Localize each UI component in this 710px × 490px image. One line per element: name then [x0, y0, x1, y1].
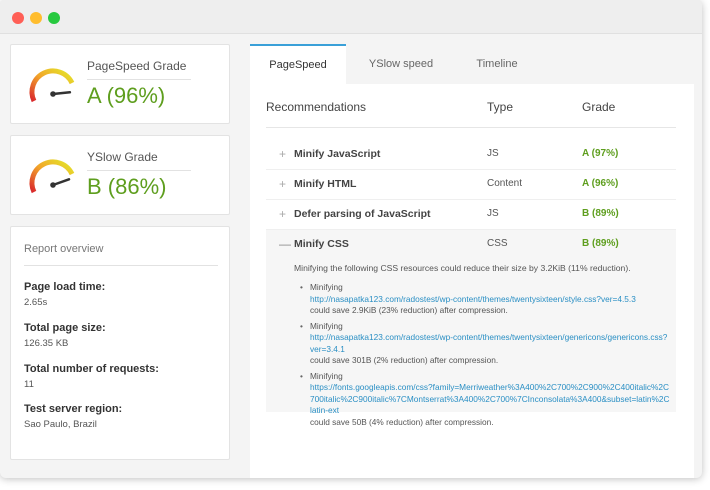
- recommendation-row-defer-parsing-javascript[interactable]: + Defer parsing of JavaScript JS B (89%): [266, 200, 676, 230]
- column-header-recommendations: Recommendations: [266, 100, 367, 114]
- overview-label: Test server region:: [24, 403, 123, 415]
- report-overview-title: Report overview: [24, 243, 104, 255]
- recommendation-grade: A (96%): [582, 178, 619, 189]
- recommendation-grade: B (89%): [582, 238, 619, 249]
- details-summary: Minifying the following CSS resources co…: [294, 263, 631, 273]
- recommendation-type: JS: [487, 208, 499, 219]
- yslow-gauge-icon: [29, 159, 75, 194]
- pagespeed-grade-card: PageSpeed Grade A (96%): [10, 44, 230, 124]
- resource-prefix: Minifying: [310, 320, 343, 331]
- total-page-size: Total page size: 126.35 KB: [24, 322, 106, 349]
- browser-window: PageSpeed Grade A (96%) YSlow Grade B (8…: [0, 0, 702, 478]
- minimize-window-button[interactable]: [30, 12, 42, 24]
- list-item: Minifying https://fonts.googleapis.com/c…: [300, 370, 670, 429]
- column-header-type: Type: [487, 100, 514, 114]
- resource-note: could save 2.9KiB (23% reduction) after …: [310, 305, 508, 315]
- overview-value: 126.35 KB: [24, 338, 69, 349]
- resource-prefix: Minifying: [310, 370, 343, 381]
- list-item: Minifying http://nasapatka123.com/radost…: [300, 320, 670, 367]
- divider: [266, 127, 676, 128]
- recommendation-type: Content: [487, 178, 523, 189]
- yslow-grade-label: YSlow Grade: [87, 150, 158, 164]
- yslow-grade-card: YSlow Grade B (86%): [10, 135, 230, 215]
- recommendations-panel: Recommendations Type Grade + Minify Java…: [250, 84, 694, 478]
- divider: [24, 265, 218, 266]
- recommendation-row-minify-html[interactable]: + Minify HTML Content A (96%): [266, 170, 676, 200]
- overview-value: 2.65s: [24, 297, 48, 308]
- tab-timeline[interactable]: Timeline: [476, 58, 518, 70]
- recommendation-name: Defer parsing of JavaScript: [294, 208, 431, 220]
- recommendation-row-minify-javascript[interactable]: + Minify JavaScript JS A (97%): [266, 140, 676, 170]
- overview-value: Sao Paulo, Brazil: [24, 419, 97, 430]
- recommendation-name: Minify CSS: [294, 238, 349, 250]
- tab-bar: PageSpeed YSlow speed Timeline: [250, 44, 694, 84]
- pagespeed-gauge-icon: [29, 68, 75, 103]
- resource-list: Minifying http://nasapatka123.com/radost…: [300, 282, 670, 432]
- expand-plus-icon[interactable]: +: [279, 177, 287, 191]
- minify-css-details: Minifying the following CSS resources co…: [266, 260, 676, 427]
- window-titlebar: [0, 0, 702, 34]
- yslow-grade-value: B (86%): [87, 174, 167, 199]
- recommendation-row-minify-css[interactable]: — Minify CSS CSS B (89%): [266, 230, 676, 260]
- overview-label: Total number of requests:: [24, 363, 159, 375]
- recommendation-name: Minify HTML: [294, 178, 357, 190]
- recommendation-grade: B (89%): [582, 208, 619, 219]
- resource-note: could save 50B (4% reduction) after comp…: [310, 416, 494, 427]
- report-overview-card: Report overview Page load time: 2.65s To…: [10, 226, 230, 460]
- tab-yslow-speed[interactable]: YSlow speed: [368, 58, 434, 70]
- page-load-time: Page load time: 2.65s: [24, 281, 105, 308]
- expand-plus-icon[interactable]: +: [279, 147, 287, 161]
- recommendation-name: Minify JavaScript: [294, 148, 381, 160]
- maximize-window-button[interactable]: [48, 12, 60, 24]
- list-item: Minifying http://nasapatka123.com/radost…: [300, 282, 670, 317]
- recommendation-type: JS: [487, 148, 499, 159]
- column-header-grade: Grade: [582, 100, 616, 114]
- expand-plus-icon[interactable]: +: [279, 207, 287, 221]
- divider: [87, 79, 191, 80]
- pagespeed-grade-value: A (96%): [87, 83, 166, 108]
- overview-label: Page load time:: [24, 281, 106, 293]
- resource-note: could save 301B (2% reduction) after com…: [310, 355, 499, 365]
- main-content: PageSpeed YSlow speed Timeline Recommend…: [250, 44, 694, 478]
- resource-link[interactable]: https://fonts.googleapis.com/css?family=…: [310, 382, 670, 415]
- test-server-region: Test server region: Sao Paulo, Brazil: [24, 403, 122, 430]
- tab-pagespeed[interactable]: PageSpeed: [250, 44, 346, 84]
- recommendation-type: CSS: [487, 238, 508, 249]
- resource-link[interactable]: http://nasapatka123.com/radostest/wp-con…: [310, 332, 668, 354]
- divider: [87, 170, 191, 171]
- resource-prefix: Minifying: [310, 282, 343, 292]
- overview-value: 11: [24, 379, 34, 390]
- resource-link[interactable]: http://nasapatka123.com/radostest/wp-con…: [310, 293, 636, 304]
- overview-label: Total page size:: [24, 322, 106, 334]
- recommendation-grade: A (97%): [582, 148, 619, 159]
- pagespeed-grade-label: PageSpeed Grade: [87, 59, 187, 73]
- total-requests: Total number of requests: 11: [24, 363, 159, 390]
- close-window-button[interactable]: [12, 12, 24, 24]
- collapse-minus-icon[interactable]: —: [279, 237, 291, 251]
